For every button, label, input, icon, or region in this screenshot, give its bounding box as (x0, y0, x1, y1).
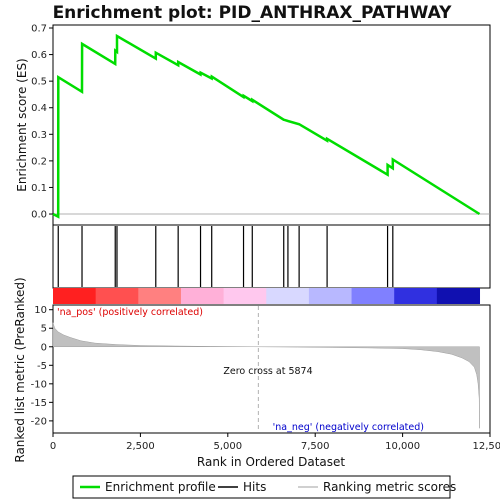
legend-items: Enrichment profile Hits Ranking metric sco… (80, 480, 456, 494)
ranking-panel-frame (52, 304, 491, 434)
rank-x-axis-ticks: 0 2,500 5,000 7,500 10,000 12,500 (50, 433, 500, 452)
heatmap-segment (351, 288, 395, 304)
legend-label: Ranking metric scores (323, 480, 456, 494)
rank-x-tick-label: 0 (50, 441, 56, 452)
zero-cross-label: Zero cross at 5874 (223, 366, 312, 377)
heatmap-segment (436, 288, 481, 304)
rank-y-tick-label: 0 (41, 342, 47, 353)
rank-x-axis-label: Rank in Ordered Dataset (197, 455, 345, 469)
es-y-tick-label: 0.2 (31, 156, 47, 167)
rank-y-tick-label: 5 (41, 324, 47, 335)
es-y-tick-label: 0.5 (31, 77, 47, 88)
rank-heatmap-bar (53, 288, 481, 304)
rank-y-tick-label: 10 (34, 305, 47, 316)
es-y-axis-ticks: 0.0 0.1 0.2 0.3 0.4 0.5 0.6 0.7 (31, 24, 53, 221)
enrichment-profile-line (52, 33, 481, 219)
ranking-metric-area (52, 322, 480, 429)
heatmap-segment (180, 288, 225, 304)
hits-panel-frame (52, 224, 491, 289)
chart-title: Enrichment plot: PID_ANTHRAX_PATHWAY (53, 3, 453, 23)
legend-label: Hits (243, 480, 266, 494)
es-y-tick-label: 0.7 (31, 24, 47, 35)
legend-frame (72, 475, 451, 499)
positive-correlation-label: 'na_pos' (positively correlated) (57, 307, 203, 318)
heatmap-segment (53, 288, 97, 304)
rank-y-tick-label: -5 (37, 361, 47, 372)
rank-x-tick-label: 7,500 (301, 441, 330, 452)
rank-y-tick-label: -20 (31, 416, 47, 427)
rank-y-axis-label: Ranked list metric (PreRanked) (13, 277, 27, 462)
enrichment-panel-frame (52, 24, 491, 226)
negative-correlation-label: 'na_neg' (negatively correlated) (273, 422, 424, 433)
rank-y-axis-ticks: 10 5 0 -5 -10 -15 -20 (31, 305, 53, 427)
es-y-tick-label: 0.1 (31, 183, 47, 194)
ranking-panel: 10 5 0 -5 -10 -15 -20 0 2,500 5,000 7,500 10,000 12… (13, 277, 500, 469)
heatmap-segment (223, 288, 267, 304)
rank-x-tick-label: 10,000 (385, 441, 420, 452)
heatmap-segment (394, 288, 438, 304)
legend-label: Enrichment profile (105, 480, 216, 494)
hits-panel (52, 224, 491, 289)
enrichment-panel: 0.0 0.1 0.2 0.3 0.4 0.5 0.6 0.7 Enrichment scor… (15, 24, 491, 226)
es-y-axis-label: Enrichment score (ES) (15, 58, 29, 191)
heatmap-segment (266, 288, 310, 304)
hit-marks (57, 226, 394, 287)
rank-y-tick-label: -15 (31, 398, 47, 409)
heatmap-segment (138, 288, 182, 304)
heatmap-segment (95, 288, 139, 304)
rank-x-tick-label: 5,000 (213, 441, 242, 452)
rank-x-tick-label: 12,500 (473, 441, 500, 452)
rank-y-tick-label: -10 (31, 379, 47, 390)
legend: Enrichment profile Hits Ranking metric sco… (72, 475, 456, 499)
heatmap-segment (308, 288, 353, 304)
es-y-tick-label: 0.4 (31, 103, 47, 114)
rank-x-tick-label: 2,500 (126, 441, 155, 452)
es-y-tick-label: 0.3 (31, 130, 47, 141)
es-y-tick-label: 0.0 (31, 210, 47, 221)
es-y-tick-label: 0.6 (31, 50, 47, 61)
